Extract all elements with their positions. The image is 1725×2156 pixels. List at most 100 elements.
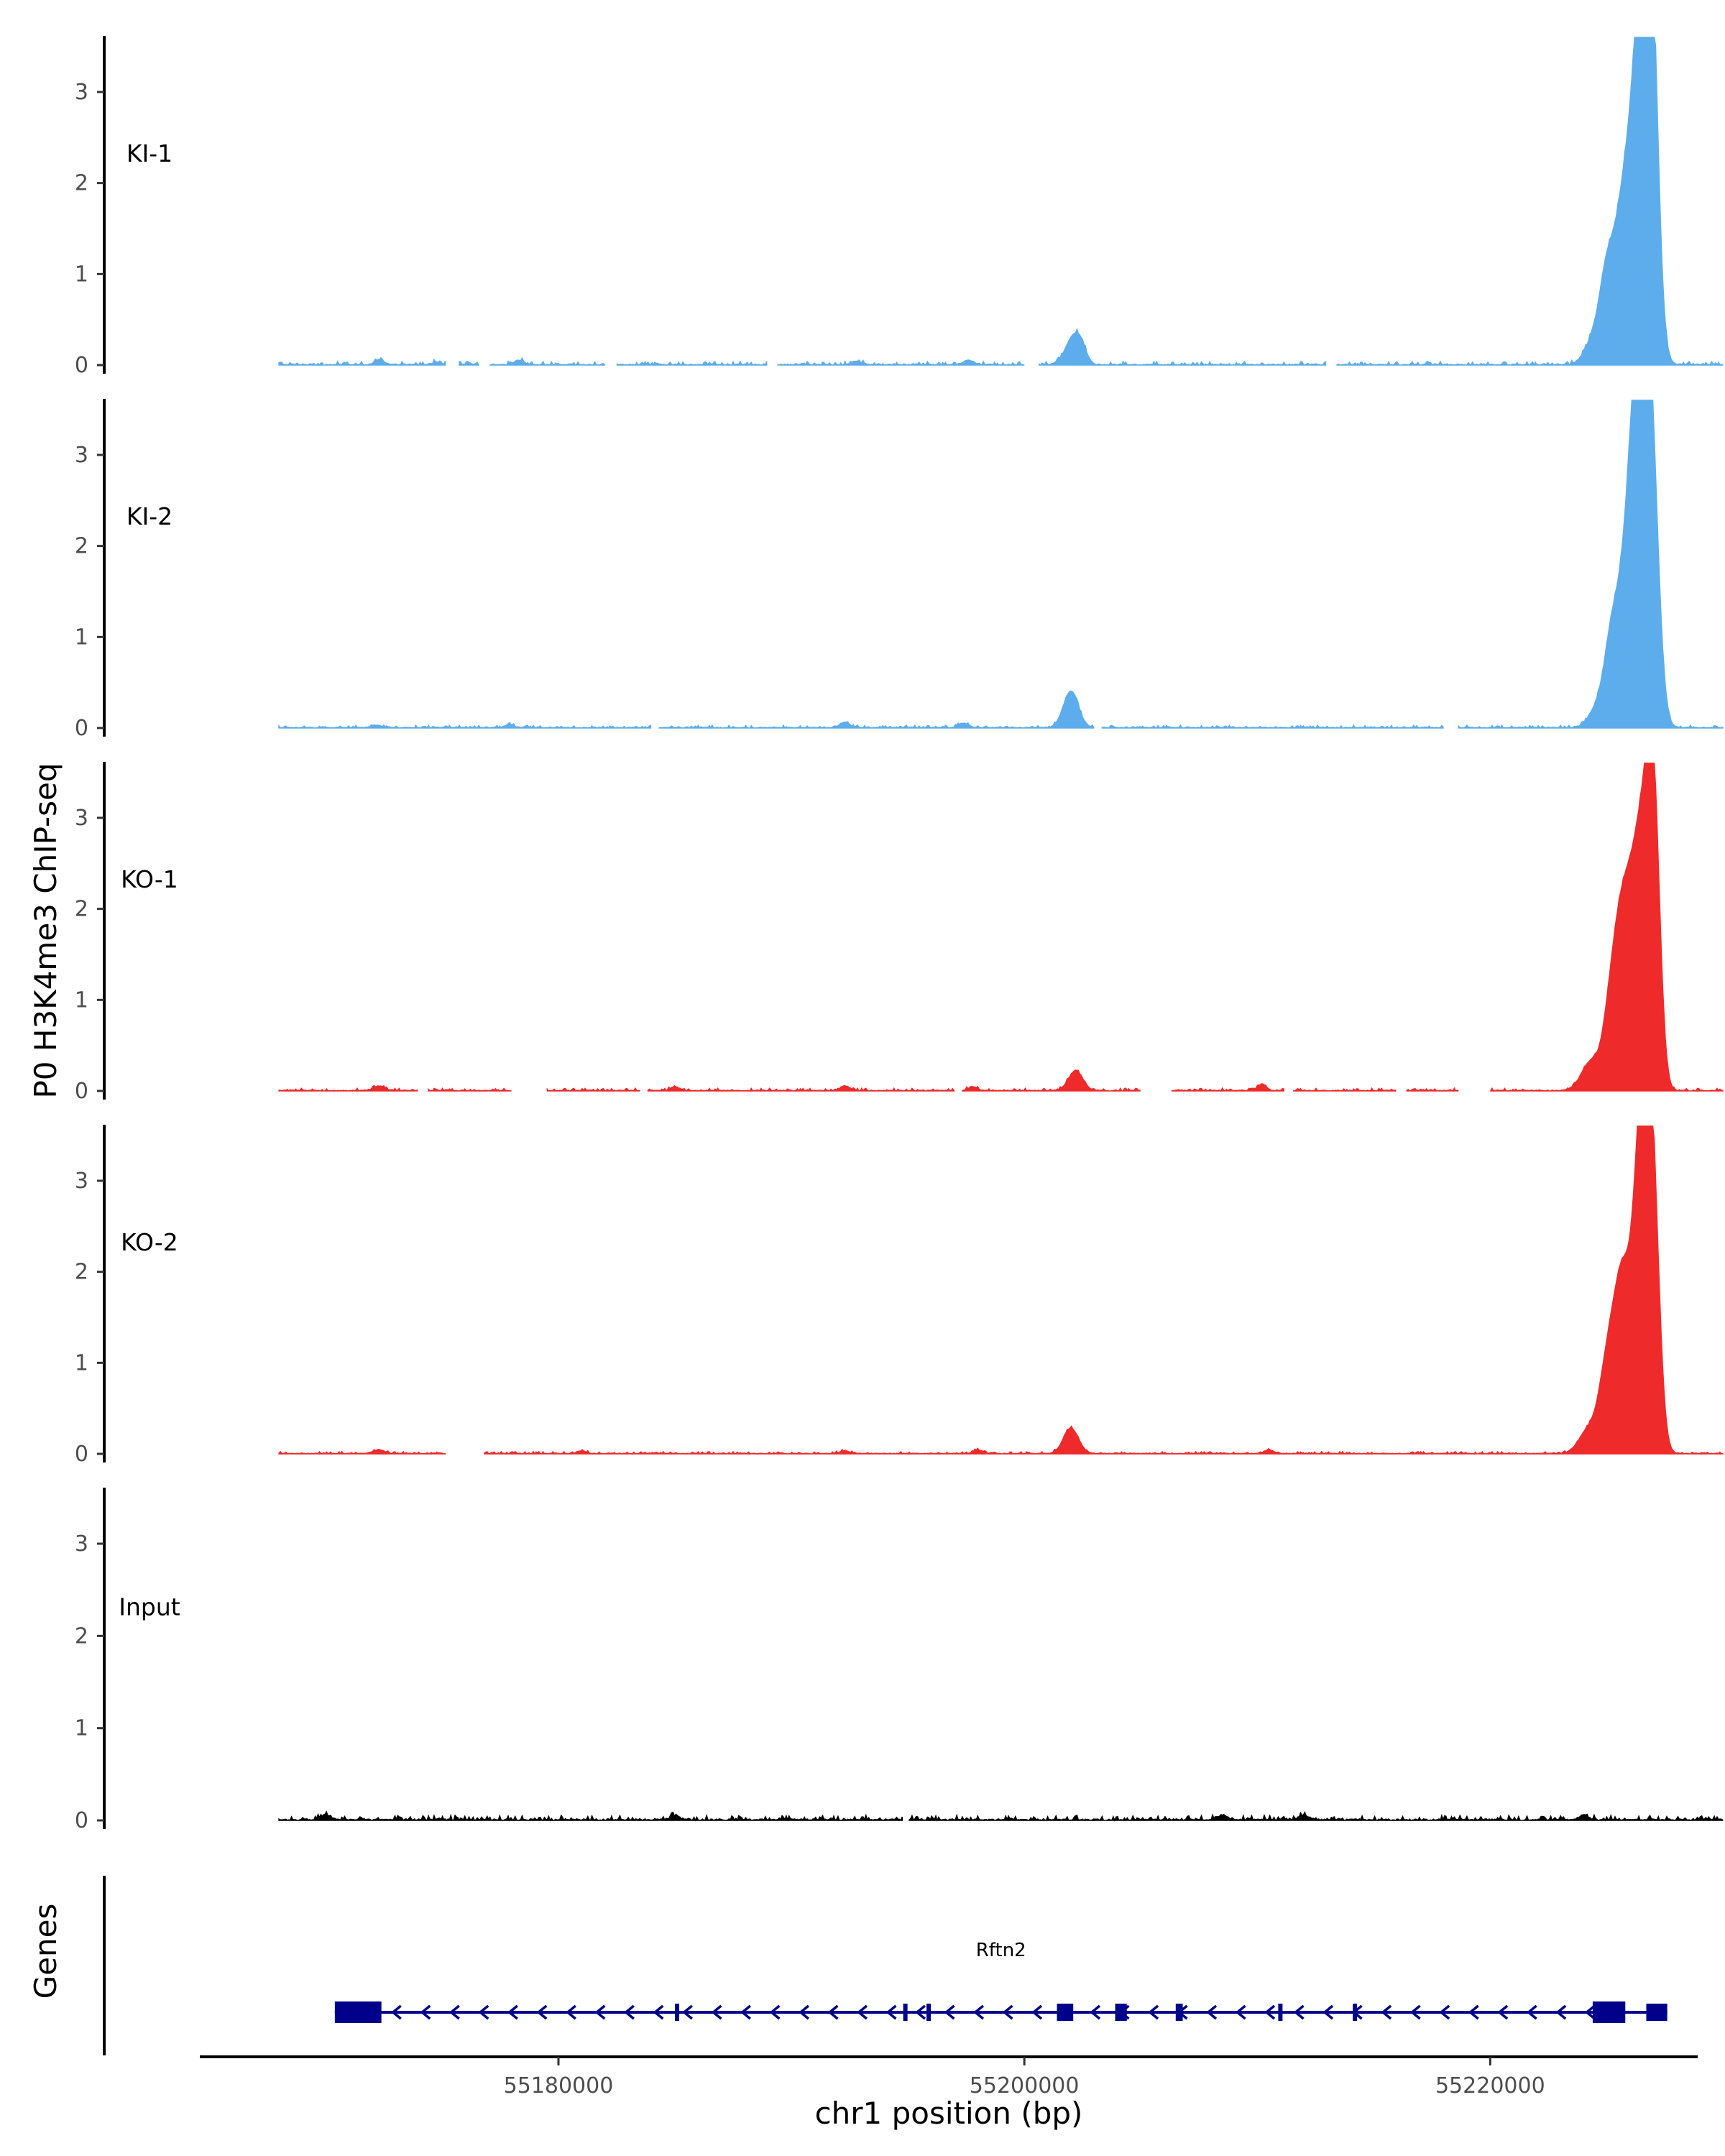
track-label: KI-2 [126,502,172,530]
track-label: KO-1 [121,865,178,893]
signal-area [777,359,1025,366]
y-tick-label: 2 [75,1623,88,1649]
y-tick-label: 0 [75,716,88,741]
y-tick-label: 3 [75,80,88,105]
signal-area [1490,763,1724,1092]
x-tick-label: 55180000 [504,2073,614,2099]
y-tick-label: 3 [75,443,88,468]
signal-area [658,691,1095,729]
y-tick-label: 0 [75,353,88,378]
signal-area [278,1084,418,1092]
genes-panel-title: Genes [28,1904,63,1999]
strand-arrow [886,2004,897,2020]
strand-arrow [1235,2004,1246,2020]
gene-exon [334,2001,382,2023]
track-panel-ko-1: 0 1 2 3 KO-1 [75,762,1724,1104]
gene-exon [1175,2004,1183,2021]
gene-exon [675,2004,680,2021]
x-tick-label: 55220000 [1435,2073,1545,2099]
track-label: KO-2 [121,1228,178,1256]
gene-panel: Rftn2 [103,1876,1668,2055]
y-tick-label: 1 [75,1716,88,1741]
signal-area [278,1810,903,1822]
gene-exon [1278,2004,1283,2021]
signal-area [546,1087,640,1092]
gene-exon [1057,2004,1074,2021]
x-axis-title: chr1 position (bp) [815,2096,1083,2131]
y-tick-label: 1 [75,262,88,287]
tracks: 0 1 2 3 KI-1 0 1 2 3 KI-2 0 1 2 3 KO-1 0 1 2 3 KO-2 0 1 2 3 Inpu… [75,36,1724,1833]
strand-arrow [1322,2004,1334,2020]
gene-exon [1353,2004,1358,2021]
strand-arrow [1264,2004,1276,2020]
signal-area [484,1125,1724,1455]
y-tick-label: 3 [75,806,88,831]
strand-arrow [799,2004,809,2020]
strand-arrow [1381,2004,1392,2020]
strand-arrow [624,2004,635,2020]
gene-exon [1646,2004,1668,2021]
y-tick-label: 1 [75,1350,88,1376]
signal-area [278,722,652,729]
strand-arrow [1555,2004,1567,2020]
y-tick-label: 0 [75,1808,88,1833]
y-tick-label: 2 [75,1260,88,1285]
signal-area [1336,37,1724,367]
strand-arrow [566,2004,576,2020]
signal-area [1039,328,1327,367]
strand-arrow [448,2004,460,2020]
signal-area [1293,1087,1397,1092]
strand-arrow [740,2004,751,2020]
strand-arrow [536,2004,548,2020]
strand-arrow [1090,2004,1101,2020]
y-tick-label: 0 [75,1079,88,1104]
strand-arrow [1468,2004,1479,2020]
signal-area [278,356,446,367]
strand-arrow [915,2004,926,2020]
signal-area [459,361,479,366]
y-tick-label: 3 [75,1169,88,1194]
signal-area [489,356,605,366]
y-tick-label: 1 [75,987,88,1013]
strand-arrow [973,2004,985,2020]
signal-area [1171,1083,1284,1092]
strand-arrow [944,2004,955,2020]
strand-arrow [1497,2004,1509,2020]
gene-exon [1592,2001,1626,2023]
track-panel-input: 0 1 2 3 Input [75,1488,1724,1833]
y-tick-label: 0 [75,1442,88,1467]
strand-arrow [653,2004,664,2020]
gene-exon [1115,2004,1127,2021]
signal-area [908,1811,1724,1822]
strand-arrow [1409,2004,1421,2020]
y-tick-label: 2 [75,534,88,559]
signal-area [962,1069,1141,1092]
track-label: KI-1 [126,139,172,167]
track-panel-ko-2: 0 1 2 3 KO-2 [75,1125,1724,1467]
strand-arrow [1584,2004,1596,2020]
strand-arrow [1031,2004,1043,2020]
x-axis: 55180000 55200000 55220000 [200,2055,1698,2099]
strand-arrow [478,2004,489,2020]
signal-area [1101,724,1444,729]
strand-arrow [1002,2004,1013,2020]
track-panel-ki-2: 0 1 2 3 KI-2 [75,399,1724,741]
track-label: Input [119,1593,180,1621]
track-panel-ki-1: 0 1 2 3 KI-1 [75,36,1724,378]
strand-arrow [594,2004,606,2020]
strand-arrow [769,2004,781,2020]
signal-area [428,1087,512,1092]
gene-name-label: Rftn2 [976,1940,1026,1961]
strand-arrow [1148,2004,1159,2020]
signal-area [616,360,768,367]
strand-arrow [390,2004,402,2020]
signal-area [278,1449,446,1455]
strand-arrow [827,2004,839,2020]
strand-arrow [1206,2004,1218,2020]
y-tick-label: 1 [75,625,88,650]
strand-arrow [682,2004,693,2020]
strand-arrow [420,2004,431,2020]
y-tick-label: 2 [75,171,88,196]
strand-arrow [857,2004,868,2020]
